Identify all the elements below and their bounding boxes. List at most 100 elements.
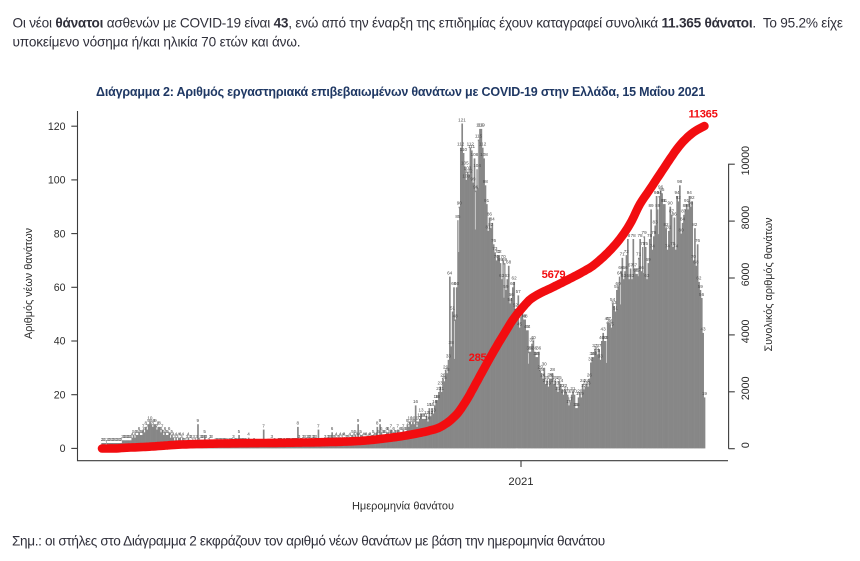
svg-text:7: 7 (262, 423, 265, 428)
svg-text:76: 76 (695, 238, 701, 243)
svg-text:Οι νέοι θάνατοι ασθενών με COV: Οι νέοι θάνατοι ασθενών με COVID-19 είνα… (13, 16, 843, 31)
svg-text:4: 4 (355, 432, 358, 437)
svg-text:87: 87 (681, 209, 687, 214)
svg-text:20: 20 (565, 389, 571, 394)
svg-text:26: 26 (540, 372, 546, 377)
svg-text:48: 48 (453, 313, 459, 318)
svg-text:89: 89 (685, 203, 691, 208)
svg-text:95: 95 (659, 187, 665, 192)
svg-text:29: 29 (443, 364, 449, 369)
svg-text:3: 3 (124, 434, 127, 439)
svg-text:44: 44 (525, 324, 531, 329)
svg-text:4: 4 (364, 432, 367, 437)
svg-text:8: 8 (158, 421, 161, 426)
svg-text:48: 48 (521, 313, 527, 318)
svg-text:9: 9 (406, 418, 409, 423)
svg-text:4: 4 (177, 432, 180, 437)
svg-text:39: 39 (529, 338, 535, 343)
svg-text:37: 37 (596, 343, 602, 348)
svg-text:5: 5 (384, 429, 387, 434)
svg-text:22: 22 (581, 383, 587, 388)
svg-text:74: 74 (673, 244, 679, 249)
svg-text:28: 28 (539, 367, 545, 372)
svg-text:5: 5 (238, 429, 241, 434)
svg-text:16: 16 (566, 399, 572, 404)
svg-text:5: 5 (398, 429, 401, 434)
svg-text:110: 110 (460, 147, 468, 152)
svg-text:6: 6 (387, 426, 390, 431)
svg-text:5: 5 (351, 429, 354, 434)
svg-text:4: 4 (131, 432, 134, 437)
svg-text:69: 69 (498, 257, 504, 262)
svg-text:8: 8 (151, 421, 154, 426)
svg-text:112: 112 (479, 142, 487, 147)
svg-text:9: 9 (413, 418, 416, 423)
svg-text:103: 103 (464, 166, 472, 171)
svg-text:5: 5 (381, 429, 384, 434)
svg-text:34: 34 (591, 351, 597, 356)
svg-text:20: 20 (572, 389, 578, 394)
svg-text:2000: 2000 (740, 376, 752, 400)
svg-text:8: 8 (376, 421, 379, 426)
svg-text:119: 119 (478, 123, 486, 128)
svg-text:16: 16 (413, 399, 419, 404)
svg-text:13: 13 (418, 407, 424, 412)
svg-text:32: 32 (588, 356, 594, 361)
svg-text:94: 94 (674, 190, 680, 195)
svg-text:99: 99 (470, 176, 476, 181)
svg-text:2: 2 (103, 437, 106, 442)
svg-text:82: 82 (488, 222, 494, 227)
svg-text:28: 28 (444, 367, 450, 372)
svg-text:43: 43 (700, 327, 706, 332)
svg-text:54: 54 (507, 297, 513, 302)
svg-text:75: 75 (643, 241, 649, 246)
svg-text:5: 5 (394, 429, 397, 434)
svg-text:83: 83 (653, 219, 659, 224)
svg-text:3: 3 (338, 434, 341, 439)
svg-text:4: 4 (169, 432, 172, 437)
svg-text:90: 90 (688, 201, 694, 206)
svg-text:96: 96 (658, 184, 664, 189)
svg-text:9: 9 (379, 418, 382, 423)
svg-text:5: 5 (171, 429, 174, 434)
svg-text:81: 81 (666, 225, 672, 230)
svg-text:4: 4 (187, 432, 190, 437)
svg-text:60: 60 (451, 281, 457, 286)
svg-text:86: 86 (672, 211, 678, 216)
svg-text:60: 60 (510, 281, 516, 286)
svg-text:72: 72 (624, 249, 630, 254)
svg-text:2: 2 (194, 437, 197, 442)
svg-text:21: 21 (436, 386, 442, 391)
svg-text:78: 78 (631, 233, 637, 238)
svg-text:9: 9 (154, 418, 157, 423)
svg-text:48: 48 (522, 313, 528, 318)
svg-text:3: 3 (346, 434, 349, 439)
svg-text:8: 8 (145, 421, 148, 426)
svg-text:4: 4 (335, 432, 338, 437)
svg-text:24: 24 (584, 378, 590, 383)
svg-text:34: 34 (535, 351, 541, 356)
svg-text:6: 6 (168, 426, 171, 431)
svg-text:3: 3 (202, 434, 205, 439)
svg-text:5: 5 (135, 429, 138, 434)
svg-text:9: 9 (147, 418, 150, 423)
svg-text:3: 3 (332, 434, 335, 439)
svg-text:4: 4 (353, 432, 356, 437)
svg-text:11365: 11365 (689, 108, 718, 120)
svg-text:4: 4 (182, 432, 185, 437)
svg-text:21: 21 (555, 386, 561, 391)
svg-text:3: 3 (210, 434, 213, 439)
svg-text:15: 15 (573, 402, 579, 407)
svg-text:3: 3 (201, 434, 204, 439)
svg-text:53: 53 (611, 300, 617, 305)
svg-text:104: 104 (473, 163, 481, 168)
svg-text:9: 9 (153, 418, 156, 423)
svg-text:3: 3 (328, 434, 331, 439)
svg-text:23: 23 (583, 380, 589, 385)
svg-text:1: 1 (105, 440, 108, 445)
svg-text:3: 3 (302, 434, 305, 439)
svg-text:37: 37 (592, 343, 598, 348)
svg-text:2854: 2854 (469, 352, 494, 364)
svg-text:102: 102 (465, 168, 473, 173)
svg-text:5: 5 (136, 429, 139, 434)
